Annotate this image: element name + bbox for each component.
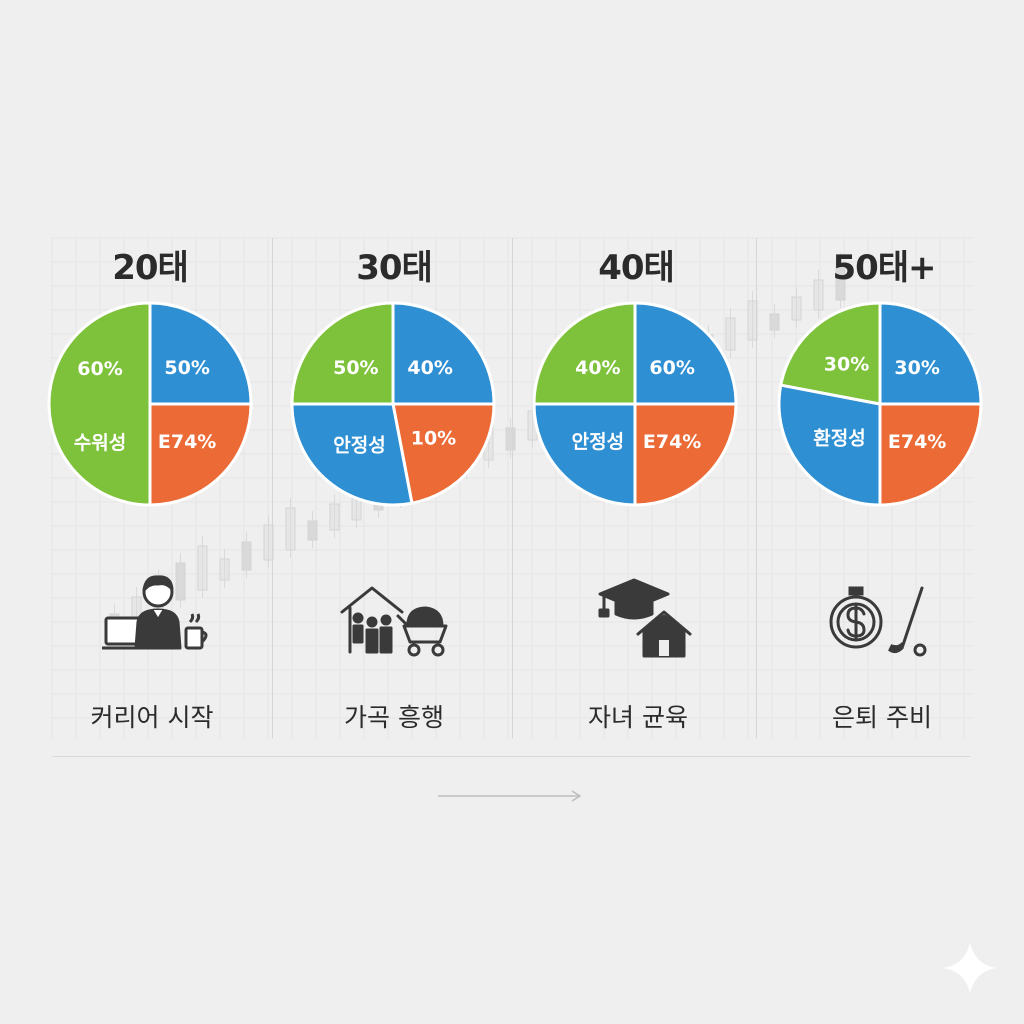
pie-1-label-0: 40% — [407, 357, 452, 379]
pie-0-slice-2 — [47, 301, 152, 507]
pie-3-label-0: 30% — [894, 357, 939, 379]
panel-title-50: 50태+ — [832, 248, 936, 288]
pie-1-label-3: 50% — [333, 357, 378, 379]
pie-0: 50% E74% 60% 수워성 — [47, 301, 253, 507]
family-house-stroller-icon — [340, 586, 448, 657]
pie-3-slice-1 — [878, 402, 983, 507]
pie-2-label-1: E74% — [643, 431, 701, 453]
pie-1-slice-3 — [290, 301, 395, 406]
pie-1-slice-1 — [391, 402, 496, 505]
pie-3-slice-2 — [777, 383, 882, 507]
caption-30: 가곡 흥행 — [344, 703, 444, 732]
pie-0-label-2: 60% — [77, 358, 122, 380]
pie-3: 30% E74% 환정성 30% — [777, 301, 983, 507]
caption-20: 커리어 시작 — [90, 703, 214, 732]
panel-title-20: 20태 — [112, 248, 189, 288]
pie-2-label-2: 안정성 — [572, 431, 624, 453]
businessman-laptop-coffee-icon — [102, 575, 208, 650]
pie-0-label-3: 수워성 — [74, 432, 126, 454]
divider-1 — [272, 238, 273, 738]
pie-1-label-1: 10% — [411, 427, 456, 449]
pie-1-slice-2 — [290, 402, 414, 507]
pie-0-slice-0 — [148, 301, 253, 406]
pie-3-slice-0 — [878, 301, 983, 406]
pie-2-label-0: 60% — [649, 357, 694, 379]
pie-1-slice-0 — [391, 301, 496, 406]
pie-0-label-1: E74% — [158, 431, 216, 453]
sparkle-icon — [944, 942, 996, 994]
baseline — [52, 756, 970, 757]
pie-3-slice-3 — [779, 301, 882, 406]
graduation-cap-house-icon — [598, 578, 692, 658]
pie-2: 60% E74% 안정성 40% — [532, 301, 738, 507]
panel-title-40: 40태 — [598, 248, 675, 288]
divider-3 — [756, 238, 757, 738]
pie-0-slice-1 — [148, 402, 253, 507]
money-clock-golf-club-icon — [829, 586, 927, 657]
pie-3-label-3: 30% — [824, 354, 869, 376]
pie-2-slice-0 — [633, 301, 738, 406]
divider-2 — [512, 238, 513, 738]
timeline-arrow-icon — [438, 790, 582, 802]
pie-1-label-2: 안정성 — [333, 434, 385, 456]
pie-2-slice-2 — [532, 402, 637, 507]
caption-50: 은퇴 주비 — [832, 703, 932, 732]
pie-2-label-3: 40% — [575, 357, 620, 379]
pie-3-label-1: E74% — [888, 431, 946, 453]
pie-2-slice-1 — [633, 402, 738, 507]
pie-1: 40% 10% 안정성 50% — [290, 301, 496, 507]
panel-title-30: 30태 — [356, 248, 433, 288]
pie-3-label-2: 환정성 — [813, 427, 865, 449]
pie-2-slice-3 — [532, 301, 637, 406]
pie-0-label-0: 50% — [164, 357, 209, 379]
caption-40: 자녀 균육 — [588, 703, 688, 732]
